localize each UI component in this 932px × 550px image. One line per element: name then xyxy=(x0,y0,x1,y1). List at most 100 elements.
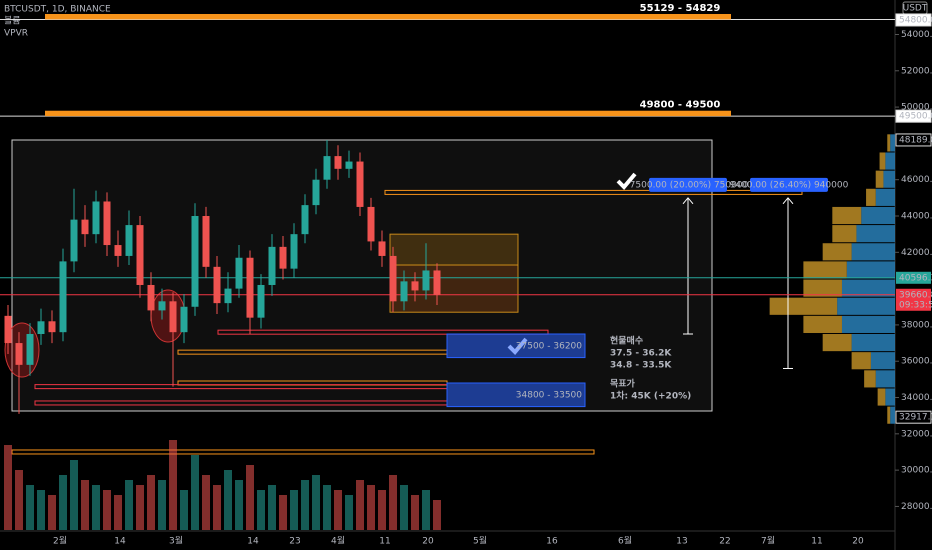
x-tick-label: 22 xyxy=(719,537,730,547)
candle-body xyxy=(202,216,210,267)
price-label: 49500.00 xyxy=(899,112,932,122)
profile-buy xyxy=(837,297,895,315)
candle-body xyxy=(345,161,353,169)
x-tick-label: 7월 xyxy=(761,535,775,547)
y-tick-label: 30000.00 xyxy=(901,466,932,476)
y-tick-label: 50000.00 xyxy=(901,103,932,113)
candle-body xyxy=(433,270,441,295)
zone-label: 34800 - 33500 xyxy=(516,390,583,400)
volume-bar xyxy=(279,495,287,530)
candle-body xyxy=(323,156,331,180)
x-tick-label: 14 xyxy=(247,537,259,547)
candle-body xyxy=(235,257,243,289)
x-tick-label: 11 xyxy=(811,537,822,547)
volume-bar xyxy=(26,485,34,530)
candle-body xyxy=(279,246,287,269)
volume-bar xyxy=(389,475,397,530)
profile-buy xyxy=(890,406,895,424)
zone-label: 37500 - 36200 xyxy=(516,341,583,351)
volume-bar xyxy=(378,490,386,530)
highlight xyxy=(150,289,186,343)
volume-bar xyxy=(191,455,199,530)
volume-bar xyxy=(224,470,232,530)
volume-bar xyxy=(125,480,133,530)
last-label: 39660.84 xyxy=(899,290,932,300)
y-tick-label: 38000.00 xyxy=(901,320,932,330)
x-tick-label: 14 xyxy=(114,537,126,547)
current-label: 40596.38 xyxy=(899,273,932,283)
candle-body xyxy=(180,306,188,333)
candle-body xyxy=(114,245,122,256)
volume-bar xyxy=(92,485,100,530)
volume-bar xyxy=(235,480,243,530)
profile-sell xyxy=(803,261,847,279)
zone-label: 49800 - 49500 xyxy=(640,100,721,111)
volume-bar xyxy=(422,490,430,530)
profile-sell xyxy=(822,333,852,352)
annotation: 목표가 xyxy=(610,378,636,390)
candle-body xyxy=(224,288,232,304)
x-tick-label: 16 xyxy=(546,537,558,547)
x-tick-label: 20 xyxy=(852,537,864,547)
measure-label-bg xyxy=(649,177,727,192)
volume-bar xyxy=(290,490,298,530)
volume-bar xyxy=(356,480,364,530)
candle-body xyxy=(169,301,177,333)
volume-bar xyxy=(59,475,67,530)
profile-buy xyxy=(875,188,895,206)
candle-body xyxy=(26,333,34,365)
candle-body xyxy=(268,246,276,285)
profile-sell xyxy=(803,279,842,297)
volume-bar xyxy=(169,440,177,530)
volume-bar xyxy=(114,495,122,530)
x-tick-label: 4월 xyxy=(331,535,345,547)
candle-body xyxy=(301,205,309,235)
profile-buy xyxy=(851,333,895,352)
x-tick-label: 11 xyxy=(379,537,390,547)
x-tick-label: 23 xyxy=(289,537,300,547)
volume-bar xyxy=(367,485,375,530)
price-label: 32917.17 xyxy=(899,413,932,423)
profile-buy xyxy=(890,134,895,152)
profile-sell xyxy=(832,225,857,243)
candle-body xyxy=(290,234,298,269)
candle-body xyxy=(213,266,221,304)
y-tick-label: 46000.00 xyxy=(901,175,932,185)
candle-body xyxy=(400,281,408,302)
profile-buy xyxy=(861,206,895,225)
candle-body xyxy=(103,201,111,246)
candle-body xyxy=(81,219,89,235)
candle-body xyxy=(125,225,133,256)
profile-sell xyxy=(887,406,891,424)
annotation: 37.5 - 36.2K xyxy=(610,349,672,359)
price-label: 54800.00 xyxy=(899,15,932,25)
volume-bar xyxy=(312,475,320,530)
candle-body xyxy=(37,321,45,334)
y-tick-label: 54000.00 xyxy=(901,30,932,40)
countdown: 09:33:54 xyxy=(899,300,932,310)
y-tick-label: 36000.00 xyxy=(901,357,932,367)
last-label-bg xyxy=(896,288,931,311)
candle-body xyxy=(411,281,419,291)
price-label-bg xyxy=(895,133,932,147)
x-tick-label: 6월 xyxy=(618,535,632,547)
level xyxy=(384,189,803,195)
volume-bar xyxy=(257,490,265,530)
candle-body xyxy=(389,255,397,302)
target-zone xyxy=(45,110,731,117)
volume-bar xyxy=(48,495,56,530)
volume-bar xyxy=(334,490,342,530)
target-zone xyxy=(45,13,731,20)
candle-body xyxy=(422,270,430,291)
profile-buy xyxy=(870,352,895,370)
candle-body xyxy=(147,284,155,311)
profile-buy xyxy=(875,370,895,388)
candle-body xyxy=(356,161,364,207)
x-tick-label: 20 xyxy=(422,537,434,547)
y-tick-label: 44000.00 xyxy=(901,212,932,222)
indicator: 볼륨 xyxy=(4,16,21,27)
candle-body xyxy=(15,343,23,365)
zone-label: 55129 - 54829 xyxy=(640,3,721,14)
volume-bar xyxy=(213,485,221,530)
